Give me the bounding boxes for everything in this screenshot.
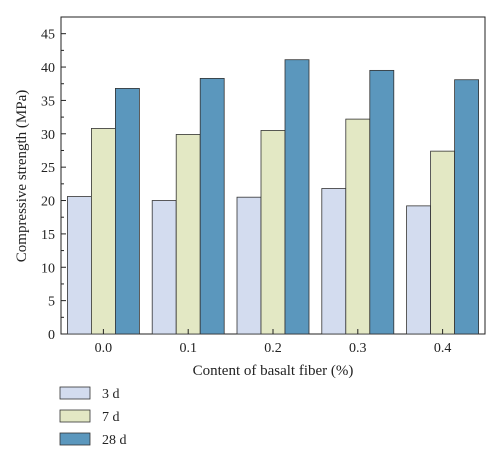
legend: 3 d 7 d 28 d <box>59 386 127 448</box>
bars-group <box>67 59 480 335</box>
bar-28d-0.0 <box>115 88 140 335</box>
x-tick-label: 0.3 <box>349 341 367 356</box>
y-tick-label: 5 <box>48 295 55 310</box>
x-axis-title: Content of basalt fiber (%) <box>193 363 354 379</box>
bar-7d-0.1 <box>175 134 201 335</box>
y-tick-label: 15 <box>41 228 55 243</box>
x-axis: 0.0 0.1 0.2 0.3 0.4 <box>95 329 452 356</box>
bar-28d-0.2 <box>284 59 310 335</box>
x-tick-label: 0.0 <box>95 341 113 356</box>
x-tick-label: 0.2 <box>264 341 282 356</box>
bar-3d-0.2 <box>236 196 262 335</box>
y-tick-label: 45 <box>41 28 55 43</box>
bar-28d-0.3 <box>369 69 395 335</box>
legend-swatch-3d <box>59 386 91 400</box>
y-tick-label: 20 <box>41 195 55 210</box>
bar-7d-0.4 <box>430 150 456 335</box>
legend-label: 7 d <box>102 410 120 425</box>
x-tick-label: 0.4 <box>434 341 452 356</box>
bar-3d-0.0 <box>67 196 92 335</box>
y-tick-label: 10 <box>41 261 55 276</box>
y-tick-label: 25 <box>41 161 55 176</box>
legend-label: 3 d <box>102 387 120 402</box>
bar-28d-0.1 <box>199 77 225 335</box>
bar-28d-0.4 <box>454 79 480 335</box>
y-axis-title: Compressive strength (MPa) <box>14 90 30 262</box>
legend-swatch-7d <box>59 409 91 423</box>
bar-7d-0.0 <box>91 128 116 335</box>
x-tick-label: 0.1 <box>179 341 197 356</box>
legend-swatch-28d <box>59 432 91 446</box>
bar-3d-0.3 <box>321 188 347 335</box>
y-tick-label: 30 <box>41 128 55 143</box>
legend-label: 28 d <box>102 433 127 448</box>
y-axis: 0 5 10 15 20 25 30 35 40 45 <box>41 28 66 343</box>
bar-3d-0.4 <box>406 205 432 335</box>
y-tick-label: 40 <box>41 61 55 76</box>
y-tick-label: 35 <box>41 94 55 109</box>
bar-7d-0.2 <box>260 130 286 335</box>
bar-7d-0.3 <box>345 118 371 335</box>
bar-3d-0.1 <box>151 200 177 335</box>
y-tick-label: 0 <box>48 328 55 343</box>
